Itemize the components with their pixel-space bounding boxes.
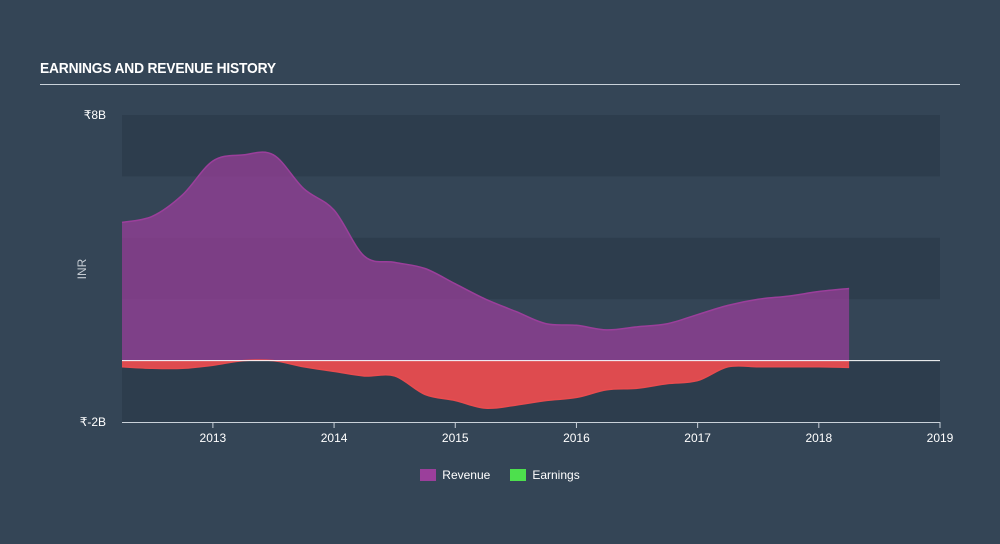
x-tick-label-2014: 2014 [321,431,348,445]
legend-item-earnings[interactable]: Earnings [510,468,580,482]
legend-item-revenue[interactable]: Revenue [420,468,490,482]
chart-title: EARNINGS AND REVENUE HISTORY [40,60,276,77]
y-tick-label-0: ₹8B [84,108,106,122]
legend-label-revenue: Revenue [442,468,491,482]
legend-label-earnings: Earnings [532,468,580,482]
x-tick-label-2017: 2017 [684,431,711,445]
axes: 2013 2014 2015 2016 2017 2018 2019 ₹8B ₹-2B [80,108,954,445]
legend-swatch-earnings [510,469,527,481]
x-tick-label-2013: 2013 [200,431,227,445]
x-tick-label-2019: 2019 [927,431,954,445]
x-tick-label-2016: 2016 [563,431,590,445]
y-axis-label: INR [75,258,89,279]
revenue-area [122,152,850,361]
earnings-area [122,359,850,409]
legend-swatch-revenue [420,469,437,481]
legend: Revenue Earnings [0,468,1000,482]
y-tick-label-1: ₹-2B [80,415,106,429]
x-tick-label-2018: 2018 [805,431,832,445]
x-tick-label-2015: 2015 [442,431,469,445]
revenue-line [121,151,850,331]
title-divider [40,84,960,85]
